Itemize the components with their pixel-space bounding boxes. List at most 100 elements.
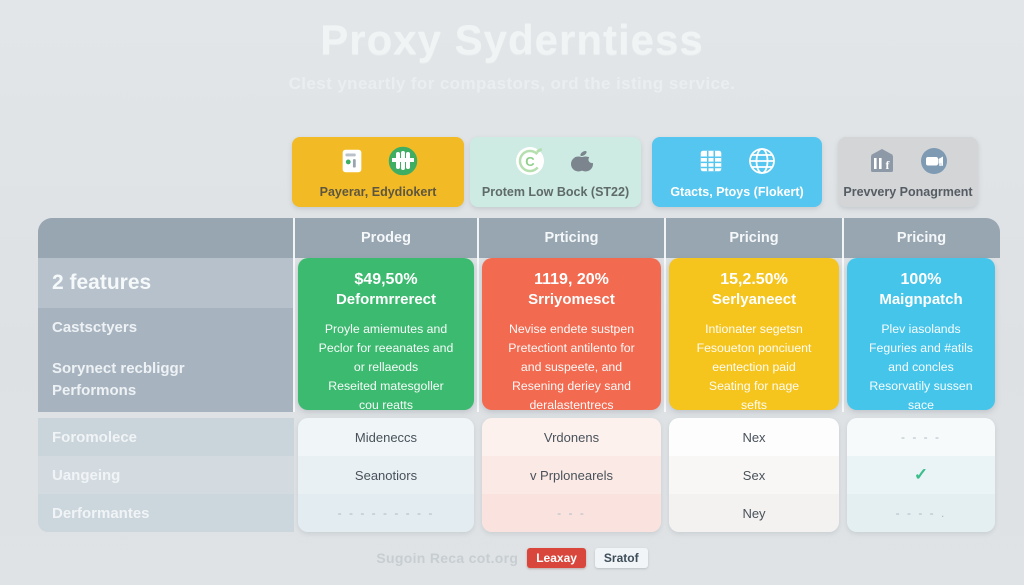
footer-text: Sugoin Reca cot.org — [376, 550, 519, 566]
column-divider — [842, 218, 844, 412]
page-subtitle: Clest yneartly for compastors, ord the i… — [288, 74, 736, 93]
footer-badge-red[interactable]: Leaxay — [527, 548, 586, 568]
pricing-line: Intionater segetsn — [705, 322, 803, 336]
brand-card-label: Protem Low Bock (ST22) — [481, 184, 630, 199]
pricing-value: 15,2.50% — [720, 271, 788, 288]
pricing-value: 100% — [900, 271, 942, 288]
feature-label: Castsctyers — [52, 319, 138, 336]
brand-card-label: Prevvery Ponagrment — [843, 184, 973, 199]
bottom-feature-labels: Foromolece Uangeing Derformantes — [38, 418, 294, 532]
pricing-line: sefts — [741, 398, 767, 412]
pricing-line: Resening deriey sand — [512, 379, 631, 393]
pricing-line: Resorvatily sussen — [869, 379, 973, 393]
brand-card-label: Payerar, Edydiokert — [319, 184, 437, 199]
table-cell: Seanotiors — [298, 456, 474, 494]
brand-card-prevvery[interactable]: f Prevvery Ponagrment — [838, 137, 978, 207]
feature-cells-column-3: Nex Sex Ney — [669, 418, 839, 532]
pricing-card-red[interactable]: 1119, 20% Srriyomesct Nevise endete sust… — [482, 258, 661, 412]
table-cell: Sex — [669, 456, 839, 494]
feature-cells-column-4: - - - - ✓ - - - - . — [847, 418, 995, 532]
header-cell-empty — [38, 218, 294, 258]
pricing-line: cou reatts — [359, 398, 413, 412]
pricing-description: Nevise endete sustpen Pretectiont antile… — [482, 320, 661, 415]
page-title: Proxy Syderntiess — [320, 16, 704, 63]
header-cell-pricing-2: Pricing — [729, 230, 779, 246]
pricing-line: Nevise endete sustpen — [508, 322, 635, 336]
brand-icons: C — [515, 146, 597, 181]
svg-text:f: f — [886, 158, 891, 172]
pricing-description: Intionater segetsn Fesoueton ponciuent e… — [669, 320, 839, 415]
pricing-plan-name: Srriyomesct — [528, 291, 615, 308]
globe-wire-icon — [747, 146, 777, 181]
feature-labels: Castsctyers Sorynect recbliggr Performon… — [38, 308, 294, 402]
table-cell: Vrdonens — [482, 418, 661, 456]
pricing-line: Peclor for reeanates and — [318, 341, 454, 355]
table-cell-dashes: - - - - - - - - - — [298, 494, 474, 532]
table-cell-dashes: - - - - . — [847, 494, 995, 532]
footer-badge-light[interactable]: Sratof — [594, 548, 648, 568]
feature-row-label: Uangeing — [38, 456, 294, 494]
pricing-card-green[interactable]: $49,50% Deformrrerect Proyle amiemutes a… — [298, 258, 474, 412]
table-cell: Ney — [669, 494, 839, 532]
table-header-row: Prodeg Prticing Pricing Pricing — [38, 218, 1000, 258]
table-cell: Mideneccs — [298, 418, 474, 456]
pricing-plan-name: Maignpatch — [879, 291, 963, 308]
copyright-leaf-icon: C — [515, 146, 545, 181]
apple-icon — [567, 146, 597, 181]
pricing-line: Pretectiont antilento for — [508, 341, 635, 355]
brand-icons: f — [867, 146, 949, 181]
hero-header: Proxy Syderntiess Clest yneartly for com… — [0, 16, 1024, 94]
features-count-label: 2 features — [38, 258, 294, 308]
pricing-line: Feguries and #atils — [869, 341, 973, 355]
pricing-line: eentection paid — [712, 360, 796, 374]
feature-cells-column-1: Mideneccs Seanotiors - - - - - - - - - — [298, 418, 474, 532]
pricing-card-blue[interactable]: 100% Maignpatch Plev iasolands Feguries … — [847, 258, 995, 412]
pricing-plan-name: Serlyaneect — [711, 291, 797, 308]
pricing-line: Plev iasolands — [881, 322, 961, 336]
feature-label: Performons — [52, 382, 137, 399]
pricing-description: Proyle amiemutes and Peclor for reeanate… — [298, 320, 474, 415]
pricing-value: 1119, 20% — [534, 271, 609, 288]
check-icon: ✓ — [847, 456, 995, 494]
brand-card-protem[interactable]: C Protem Low Bock (ST22) — [470, 137, 641, 207]
header-cell-pricing-1: Prticing — [544, 230, 599, 246]
pricing-line: Fesoueton ponciuent — [696, 341, 812, 355]
feature-row-label: Foromolece — [38, 418, 294, 456]
spreadsheet-icon — [697, 147, 725, 180]
camera-circle-icon — [919, 146, 949, 181]
brand-icons — [338, 146, 418, 181]
table-cell: v Prplonearels — [482, 456, 661, 494]
pricing-line: Seating for nage — [708, 379, 800, 393]
pricing-line: sace — [908, 398, 934, 412]
column-divider — [664, 218, 666, 412]
pricing-value: $49,50% — [354, 271, 418, 288]
svg-text:C: C — [525, 154, 535, 169]
pricing-card-yellow[interactable]: 15,2.50% Serlyaneect Intionater segetsn … — [669, 258, 839, 412]
table-cell-dashes: - - - - — [847, 418, 995, 456]
feature-label-column: 2 features Castsctyers Sorynect recbligg… — [38, 258, 294, 412]
feature-cells-column-2: Vrdonens v Prplonearels - - - — [482, 418, 661, 532]
brand-card-label: Gtacts, Ptoys (Flokert) — [670, 184, 804, 199]
column-divider — [477, 218, 479, 412]
table-cell-dashes: - - - — [482, 494, 661, 532]
globe-green-icon — [388, 146, 418, 181]
pricing-description: Plev iasolands Feguries and #atils and c… — [847, 320, 995, 415]
clipboard-icon — [338, 147, 366, 180]
pricing-line: deralastentrecs — [529, 398, 614, 412]
comparison-table: Prodeg Prticing Pricing Pricing 2 featur… — [38, 218, 1000, 532]
footer: Sugoin Reca cot.org Leaxay Sratof — [0, 548, 1024, 568]
bank-facebook-icon: f — [867, 146, 897, 181]
table-cell: Nex — [669, 418, 839, 456]
pricing-line: Reseited matesgoller — [328, 379, 444, 393]
feature-row-label: Derformantes — [38, 494, 294, 532]
brand-icons — [697, 146, 777, 181]
column-divider — [293, 218, 295, 412]
pricing-plan-name: Deformrrerect — [335, 291, 437, 308]
brand-card-gtacts[interactable]: Gtacts, Ptoys (Flokert) — [652, 137, 822, 207]
pricing-line: and suspeete, and — [520, 360, 623, 374]
brand-card-payerar[interactable]: Payerar, Edydiokert — [292, 137, 464, 207]
header-cell-prodeg: Prodeg — [361, 230, 411, 246]
header-cell-pricing-3: Pricing — [896, 230, 947, 246]
pricing-line: Proyle amiemutes and — [324, 322, 448, 336]
